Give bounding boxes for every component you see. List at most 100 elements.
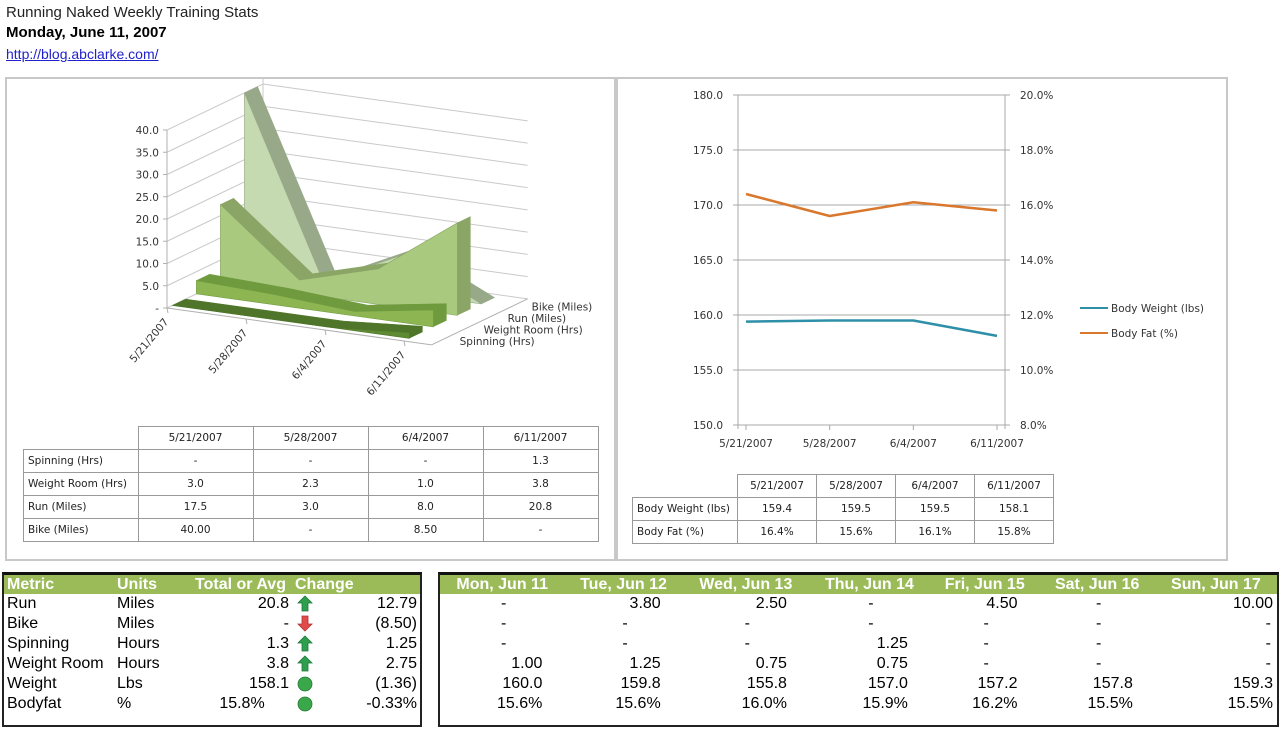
daily-cell: - <box>1096 615 1102 632</box>
y-tick-label: 35.0 <box>136 147 159 159</box>
daily-cell: - <box>501 615 507 632</box>
blog-link[interactable]: http://blog.abclarke.com/ <box>6 46 159 62</box>
indicator-cell <box>292 674 318 694</box>
summary-row: Bodyfat% 15.8% -0.33% <box>4 694 420 714</box>
y-left-tick-label: 180.0 <box>693 90 723 102</box>
legend-label: Body Weight (lbs) <box>1111 303 1204 315</box>
y-left-tick-label: 175.0 <box>693 145 723 157</box>
day-column-header: Tue, Jun 12 <box>564 575 683 594</box>
daily-cell: - <box>744 635 750 652</box>
y-left-tick-label: 150.0 <box>693 420 723 432</box>
metric-cell: Spinning <box>7 635 70 652</box>
units-cell: % <box>117 695 132 712</box>
column-header: 5/21/2007 <box>737 474 817 498</box>
down-arrow-icon <box>297 615 313 632</box>
column-header: Units <box>114 575 192 594</box>
column-header: Total or Avg <box>192 575 292 594</box>
column-header: 6/11/2007 <box>974 474 1054 498</box>
summary-row: Bike Miles - (8.50) <box>4 614 420 634</box>
daily-header-row: Mon, Jun 11 Tue, Jun 12 Wed, Jun 13 Thu, Ju… <box>440 575 1277 594</box>
daily-row: 160.0 159.8 155.8 157.0 157.2 157.8 159.3 <box>440 674 1277 694</box>
daily-cell: 160.0 <box>502 675 543 692</box>
daily-cell: 3.80 <box>629 595 661 612</box>
x-tick-label: 6/11/2007 <box>970 438 1024 450</box>
area-end-cap <box>409 326 423 339</box>
daily-cell: 1.25 <box>629 655 661 672</box>
units-cell: Miles <box>117 615 155 632</box>
column-header: 6/4/2007 <box>895 474 975 498</box>
daily-cell: 4.50 <box>986 595 1018 612</box>
daily-cell: 15.6% <box>496 695 543 712</box>
daily-cell: 16.2% <box>972 695 1018 712</box>
total-cell: 158.1 <box>248 675 289 692</box>
daily-cell: 157.8 <box>1092 675 1133 692</box>
x-axis-line <box>166 307 432 346</box>
table-cell: 15.8% <box>974 520 1054 544</box>
line-series-body-weight-lbs <box>745 319 998 338</box>
table-row: Body Weight (lbs) 159.4 159.5 159.5 158.… <box>632 497 1054 521</box>
daily-row: 1.00 1.25 0.75 0.75 - - - <box>440 654 1277 674</box>
row-label: Bike (Miles) <box>23 518 139 542</box>
daily-row: 15.6% 15.6% 16.0% 15.9% 16.2% 15.5% 15.5% <box>440 694 1277 714</box>
table-cell: 159.5 <box>816 497 896 521</box>
daily-row: ------- <box>440 614 1277 634</box>
indicator-cell <box>292 614 318 634</box>
corner-cell <box>24 427 139 450</box>
daily-cell: - <box>1265 615 1271 632</box>
x-tick-label: 5/21/2007 <box>127 316 171 365</box>
table-cell: 1.0 <box>367 472 484 496</box>
training-chart-panel: - 5.0 10.0 15.0 20.0 25.0 30.0 35.0 40.0 5/21/200… <box>5 77 616 561</box>
x-tick-label: 6/11/2007 <box>364 349 408 398</box>
neutral-circle-icon <box>297 676 313 692</box>
metric-cell: Bike <box>7 615 39 632</box>
table-cell: 3.0 <box>137 472 254 496</box>
total-cell: 15.8% <box>219 695 265 712</box>
table-row: Run (Miles) 17.5 3.0 8.0 20.8 <box>23 495 599 519</box>
x-tick-mark <box>403 340 406 347</box>
daily-log-table: Mon, Jun 11 Tue, Jun 12 Wed, Jun 13 Thu, Ju… <box>438 572 1279 727</box>
day-column-header: Wed, Jun 13 <box>682 575 809 594</box>
day-column-header: Sun, Jun 17 <box>1154 575 1277 594</box>
daily-cell: 157.2 <box>977 675 1018 692</box>
table-cell: 16.1% <box>895 520 975 544</box>
area-end-cap <box>433 303 447 327</box>
row-label: Run (Miles) <box>23 495 139 519</box>
summary-row: Run Miles 20.8 12.79 <box>4 594 420 614</box>
x-tick-label: 5/21/2007 <box>719 438 773 450</box>
x-tick-mark <box>166 307 169 314</box>
body-chart-panel: 150.0 155.0 160.0 165.0 170.0 175.0 180.0 8.0% 1… <box>616 77 1228 561</box>
daily-cell: - <box>1096 635 1102 652</box>
change-cell: (1.36) <box>375 675 417 692</box>
body-line-chart: 150.0 155.0 160.0 165.0 170.0 175.0 180.0 8.0% 1… <box>693 90 1204 450</box>
y-right-tick-label: 18.0% <box>1020 145 1053 157</box>
table-row: Spinning (Hrs) - - - 1.3 <box>23 449 599 473</box>
table-row: Bike (Miles) 40.00 - 8.50 - <box>23 518 599 542</box>
y-tick-label: 30.0 <box>136 170 159 182</box>
total-cell: 1.3 <box>266 635 289 652</box>
metric-cell: Weight Room <box>7 655 104 672</box>
y-tick-label: 20.0 <box>136 214 159 226</box>
change-cell: -0.33% <box>366 695 417 712</box>
summary-header-row: Metric Units Total or Avg Change <box>4 575 420 594</box>
table-header-row: 5/21/2007 5/28/2007 6/4/2007 6/11/2007 <box>24 426 599 450</box>
units-cell: Lbs <box>117 675 143 692</box>
y-left-tick-label: 170.0 <box>693 200 723 212</box>
weekly-summary-table: Metric Units Total or Avg Change Run Mile… <box>2 572 422 727</box>
daily-cell: - <box>501 635 507 652</box>
daily-cell: 155.8 <box>746 675 787 692</box>
y-tick-label: 25.0 <box>136 192 159 204</box>
change-cell: (8.50) <box>375 615 417 632</box>
training-data-table: 5/21/2007 5/28/2007 6/4/2007 6/11/2007 S… <box>23 426 599 542</box>
daily-cell: 15.5% <box>1227 695 1273 712</box>
y-right-tick-label: 20.0% <box>1020 90 1053 102</box>
y-left-tick-label: 165.0 <box>693 255 723 267</box>
daily-cell: - <box>868 595 874 612</box>
daily-cell: - <box>983 655 989 672</box>
column-header: 5/28/2007 <box>816 474 896 498</box>
area-series-spinning-hrs <box>172 305 410 339</box>
column-header: Change <box>292 575 420 594</box>
y-left-tick-label: 155.0 <box>693 365 723 377</box>
change-cell: 1.25 <box>385 635 417 652</box>
row-label: Body Fat (%) <box>632 520 738 544</box>
y-tick-label: 10.0 <box>136 259 159 271</box>
